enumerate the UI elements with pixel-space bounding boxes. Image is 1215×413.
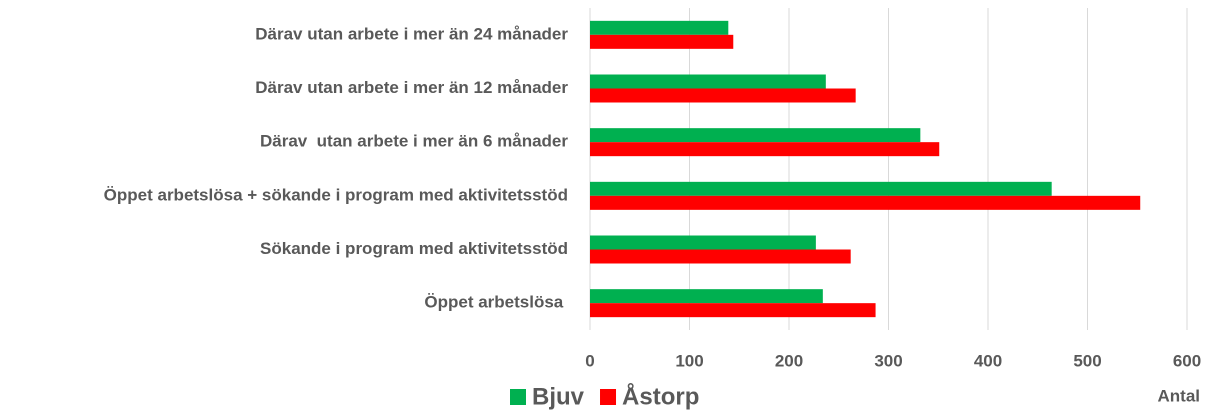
legend-swatch xyxy=(600,389,617,405)
x-tick-label: 200 xyxy=(775,351,803,370)
y-tick-label: Därav utan arbete i mer än 12 månader xyxy=(255,78,568,97)
y-tick-label: Öppet arbetslösa + sökande i program med… xyxy=(104,185,568,204)
bar xyxy=(590,128,921,143)
x-tick-label: 300 xyxy=(874,351,902,370)
y-tick-label: Sökande i program med aktivitetsstöd xyxy=(260,239,568,258)
y-tick-label: Därav utan arbete i mer än 24 månader xyxy=(255,24,568,43)
bar xyxy=(590,88,856,103)
x-tick-label: 500 xyxy=(1073,351,1101,370)
bar xyxy=(590,142,940,157)
bar xyxy=(590,303,876,318)
bar xyxy=(590,195,1141,210)
legend-label: Åstorp xyxy=(622,382,699,410)
legend-label: Bjuv xyxy=(532,383,585,410)
x-axis-label: Antal xyxy=(1158,386,1201,405)
y-tick-label: Öppet arbetslösa xyxy=(424,293,568,312)
bar xyxy=(590,249,851,264)
x-tick-label: 100 xyxy=(675,351,703,370)
y-tick-label: Därav utan arbete i mer än 6 månader xyxy=(260,132,568,151)
x-tick-label: 600 xyxy=(1173,351,1201,370)
bar xyxy=(590,235,816,250)
bar xyxy=(590,20,729,35)
legend-swatch xyxy=(510,389,526,405)
bar xyxy=(590,34,734,49)
bar xyxy=(590,289,823,304)
x-tick-label: 400 xyxy=(974,351,1002,370)
bar xyxy=(590,74,826,89)
bar xyxy=(590,181,1052,196)
x-tick-label: 0 xyxy=(585,351,594,370)
